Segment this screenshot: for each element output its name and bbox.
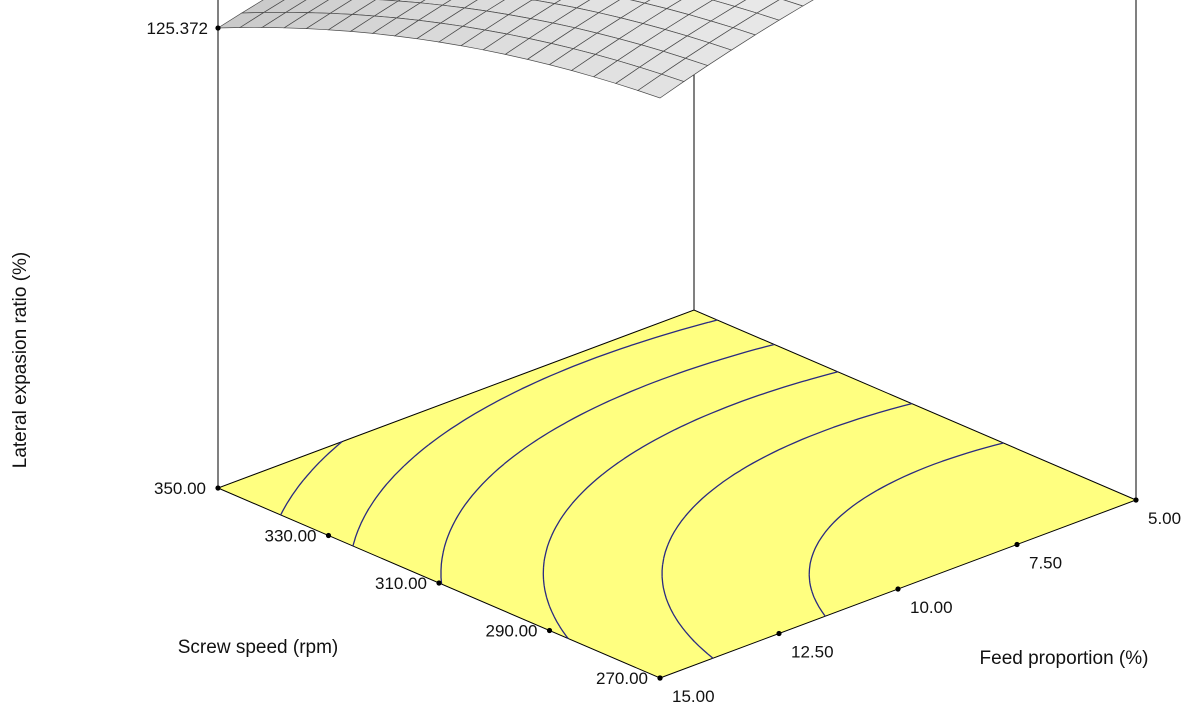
x-tick-mark <box>1014 542 1019 547</box>
y-tick-label: 350.00 <box>154 479 206 498</box>
x-tick-label: 12.50 <box>791 643 834 662</box>
x-tick-mark <box>776 631 781 636</box>
y-tick-mark <box>436 580 441 585</box>
x-tick-label: 10.00 <box>910 598 953 617</box>
y-tick-label: 270.00 <box>596 669 648 688</box>
contour-floor <box>218 310 1136 678</box>
z-tick-mark <box>215 25 220 30</box>
floor-plane <box>218 310 1136 678</box>
x-tick-label: 7.50 <box>1029 554 1062 573</box>
y-tick-label: 290.00 <box>486 622 538 641</box>
y-tick-label: 310.00 <box>375 574 427 593</box>
y-tick-label: 330.00 <box>265 527 317 546</box>
y-tick-mark <box>326 533 331 538</box>
y-axis-title: Screw speed (rpm) <box>178 637 339 658</box>
response-surface-mesh <box>218 0 1136 98</box>
x-tick-mark <box>895 586 900 591</box>
x-tick-label: 15.00 <box>672 687 715 703</box>
x-tick-mark <box>1133 497 1138 502</box>
z-axis-title: Lateral expasion ratio (%) <box>10 252 31 469</box>
x-tick-mark <box>657 675 662 680</box>
y-tick-mark <box>215 485 220 490</box>
x-tick-label: 5.00 <box>1148 509 1181 528</box>
x-axis-title: Feed proportion (%) <box>980 648 1149 669</box>
z-tick-label: 125.372 <box>147 19 208 38</box>
y-tick-mark <box>547 628 552 633</box>
